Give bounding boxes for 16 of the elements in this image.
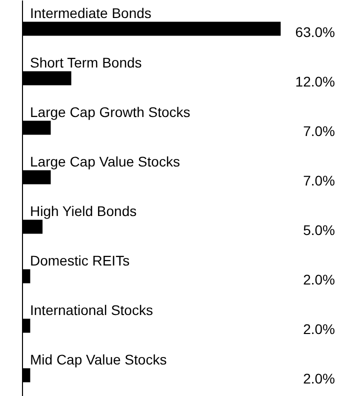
data-label: 7.0% xyxy=(303,172,335,188)
y-tick-label: Domestic REITs xyxy=(30,252,130,268)
y-tick-label: Large Cap Value Stocks xyxy=(30,153,180,170)
y-tick-label: Large Cap Growth Stocks xyxy=(30,104,190,120)
y-tick-label: Short Term Bonds xyxy=(30,54,142,70)
data-label: 7.0% xyxy=(303,122,335,139)
y-tick-label: Mid Cap Value Stocks xyxy=(30,351,167,368)
y-tick-label: High Yield Bonds xyxy=(30,202,137,219)
data-label: 2.0% xyxy=(303,370,335,386)
y-tick-label: International Stocks xyxy=(30,302,153,318)
data-label: 2.0% xyxy=(303,320,335,337)
y-tick-label: Intermediate Bonds xyxy=(30,4,152,21)
data-label: 63.0% xyxy=(295,24,335,40)
data-label: 2.0% xyxy=(303,271,335,288)
data-label: 5.0% xyxy=(303,222,335,238)
data-label: 12.0% xyxy=(295,73,335,90)
